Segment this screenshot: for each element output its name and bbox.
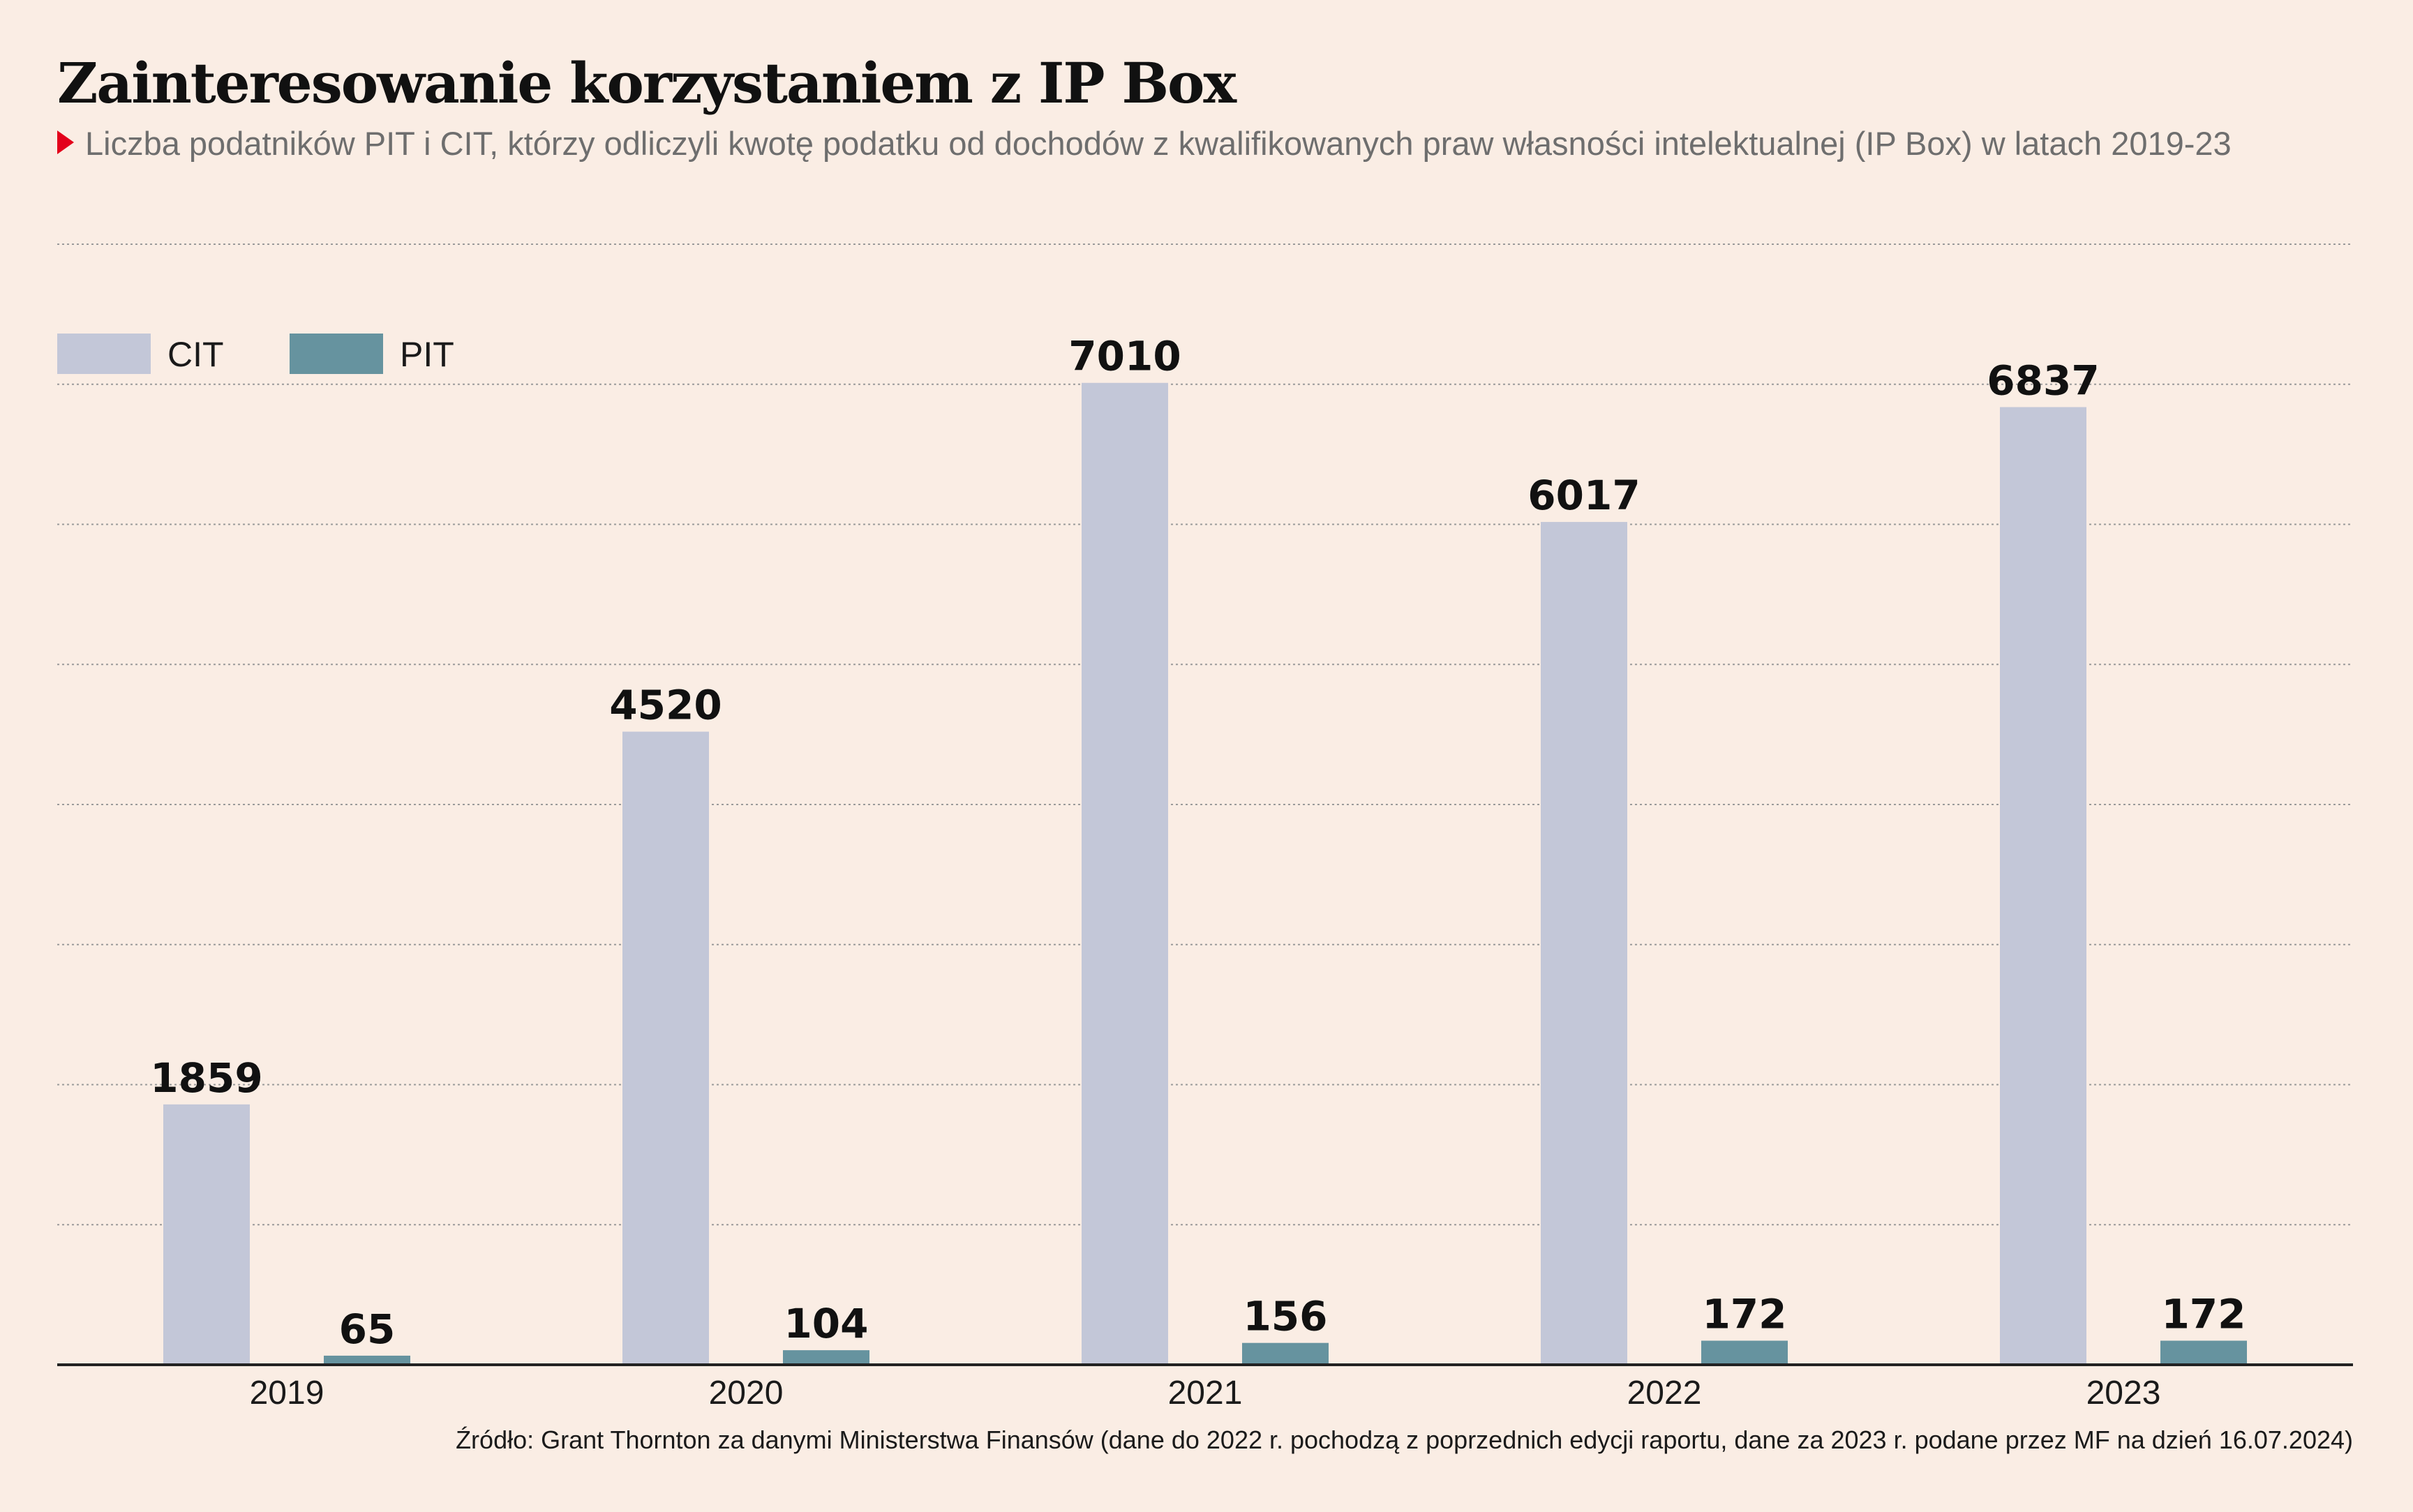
x-tick-label: 2020 — [709, 1375, 784, 1412]
chart-title: Zainteresowanie korzystaniem z IP Box — [57, 50, 1237, 116]
bar-pit-2022 — [1701, 1340, 1788, 1365]
data-labels: 1859 4520 7010 6017 6837 65 104 156 172 172 — [150, 333, 2246, 1353]
grid-lines — [57, 244, 2353, 1226]
chart-subtitle: Liczba podatników PIT i CIT, którzy odli… — [57, 124, 2232, 163]
chart-subtitle-text: Liczba podatników PIT i CIT, którzy odli… — [85, 125, 2232, 162]
x-tick-label: 2021 — [1168, 1375, 1243, 1412]
legend-label: PIT — [400, 335, 454, 374]
bars — [163, 382, 2247, 1365]
bar-pit-2019 — [324, 1355, 410, 1365]
legend: CIT PIT — [57, 334, 454, 374]
x-axis: 2019 2020 2021 2022 2023 — [57, 1363, 2353, 1412]
bar-cit-2022 — [1541, 522, 1627, 1365]
bar-pit-2020 — [783, 1350, 869, 1365]
data-label: 4520 — [609, 682, 722, 729]
bar-cit-2019 — [163, 1104, 250, 1365]
x-tick-label: 2019 — [250, 1375, 324, 1412]
data-label: 6837 — [1987, 357, 2099, 404]
data-label: 1859 — [150, 1054, 262, 1102]
legend-swatch-pit — [290, 334, 383, 374]
legend-swatch-cit — [57, 334, 151, 374]
data-label: 172 — [2161, 1290, 2246, 1338]
bar-cit-2023 — [2000, 407, 2086, 1365]
data-label: 65 — [339, 1305, 396, 1353]
triangle-marker-icon — [57, 130, 74, 154]
legend-label: CIT — [167, 335, 224, 374]
data-label: 104 — [784, 1300, 868, 1347]
data-label: 6017 — [1527, 472, 1640, 519]
bar-pit-2021 — [1242, 1342, 1329, 1365]
bar-cit-2021 — [1082, 382, 1168, 1365]
bar-pit-2023 — [2160, 1340, 2247, 1365]
data-label: 172 — [1702, 1290, 1786, 1338]
bar-cit-2020 — [622, 731, 709, 1365]
x-tick-label: 2022 — [1627, 1375, 1702, 1412]
source-note: Źródło: Grant Thornton za danymi Ministe… — [456, 1425, 2353, 1454]
data-label: 7010 — [1068, 333, 1181, 380]
data-label: 156 — [1243, 1293, 1327, 1340]
x-tick-label: 2023 — [2086, 1375, 2161, 1412]
